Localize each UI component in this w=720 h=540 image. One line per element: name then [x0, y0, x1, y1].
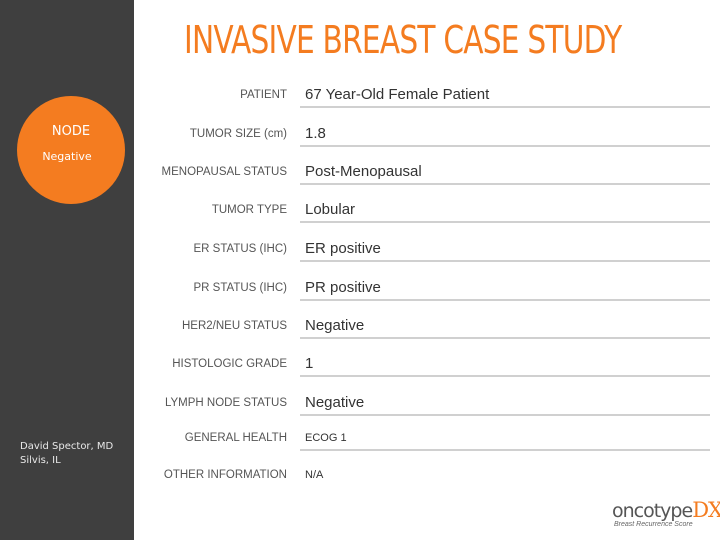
field-value: 1: [305, 355, 314, 372]
field-row-er-status: ER STATUS (IHC) ER positive: [140, 232, 710, 262]
field-row-patient: PATIENT 67 Year-Old Female Patient: [140, 78, 710, 108]
field-row-histologic-grade: HISTOLOGIC GRADE 1: [140, 347, 710, 377]
field-divider: [300, 221, 710, 223]
field-row-menopausal-status: MENOPAUSAL STATUS Post-Menopausal: [140, 155, 710, 185]
field-divider: [300, 337, 710, 339]
node-status-badge: NODE Negative: [17, 96, 125, 204]
field-divider: [300, 375, 710, 377]
left-sidebar: NODE Negative David Spector, MD Silvis, …: [0, 0, 134, 540]
field-row-other-information: OTHER INFORMATION N/A: [140, 458, 710, 488]
field-divider: [300, 449, 710, 451]
field-value: ECOG 1: [305, 432, 347, 444]
logo-tagline: Breast Recurrence Score: [614, 521, 693, 528]
field-divider: [300, 414, 710, 416]
page-title: INVASIVE BREAST CASE STUDY: [184, 18, 622, 62]
oncotype-dx-logo: oncotypeDX Breast Recurrence Score: [612, 498, 720, 532]
field-label: HER2/NEU STATUS: [181, 320, 287, 332]
field-label: TUMOR TYPE: [211, 204, 287, 216]
field-label: OTHER INFORMATION: [163, 469, 287, 481]
field-label: HISTOLOGIC GRADE: [172, 358, 287, 370]
logo-word: oncotype: [612, 500, 693, 522]
field-divider: [300, 260, 710, 262]
field-row-tumor-size: TUMOR SIZE (cm) 1.8: [140, 117, 710, 147]
field-row-lymph-node-status: LYMPH NODE STATUS Negative: [140, 386, 710, 416]
field-row-pr-status: PR STATUS (IHC) PR positive: [140, 271, 710, 301]
field-divider: [300, 183, 710, 185]
field-value: Negative: [305, 317, 365, 334]
field-divider: [300, 145, 710, 147]
field-label: LYMPH NODE STATUS: [164, 397, 287, 409]
field-value: 1.8: [305, 125, 326, 142]
logo-wordmark: oncotypeDX: [612, 498, 720, 522]
field-value: N/A: [305, 469, 324, 481]
author-credit: David Spector, MD Silvis, IL: [20, 440, 113, 468]
field-value: PR positive: [305, 279, 381, 296]
field-row-her2-status: HER2/NEU STATUS Negative: [140, 309, 710, 339]
node-status: Negative: [42, 150, 92, 163]
field-value: 67 Year-Old Female Patient: [305, 86, 490, 103]
field-divider: [300, 299, 710, 301]
field-divider: [300, 106, 710, 108]
field-value: Lobular: [305, 201, 356, 218]
field-label: GENERAL HEALTH: [184, 432, 287, 444]
field-value: Negative: [305, 394, 365, 411]
field-value: ER positive: [305, 240, 381, 257]
field-value: Post-Menopausal: [305, 163, 422, 180]
logo-dx-mark: DX: [692, 498, 720, 522]
field-label: ER STATUS (IHC): [193, 243, 288, 255]
field-label: PATIENT: [240, 89, 287, 101]
node-title: NODE: [51, 124, 91, 139]
field-row-tumor-type: TUMOR TYPE Lobular: [140, 193, 710, 223]
field-label: MENOPAUSAL STATUS: [161, 166, 287, 178]
author-name: David Spector, MD: [20, 441, 114, 452]
field-label: PR STATUS (IHC): [193, 282, 288, 294]
field-row-general-health: GENERAL HEALTH ECOG 1: [140, 421, 710, 451]
author-location: Silvis, IL: [20, 455, 61, 466]
field-label: TUMOR SIZE (cm): [189, 128, 287, 140]
